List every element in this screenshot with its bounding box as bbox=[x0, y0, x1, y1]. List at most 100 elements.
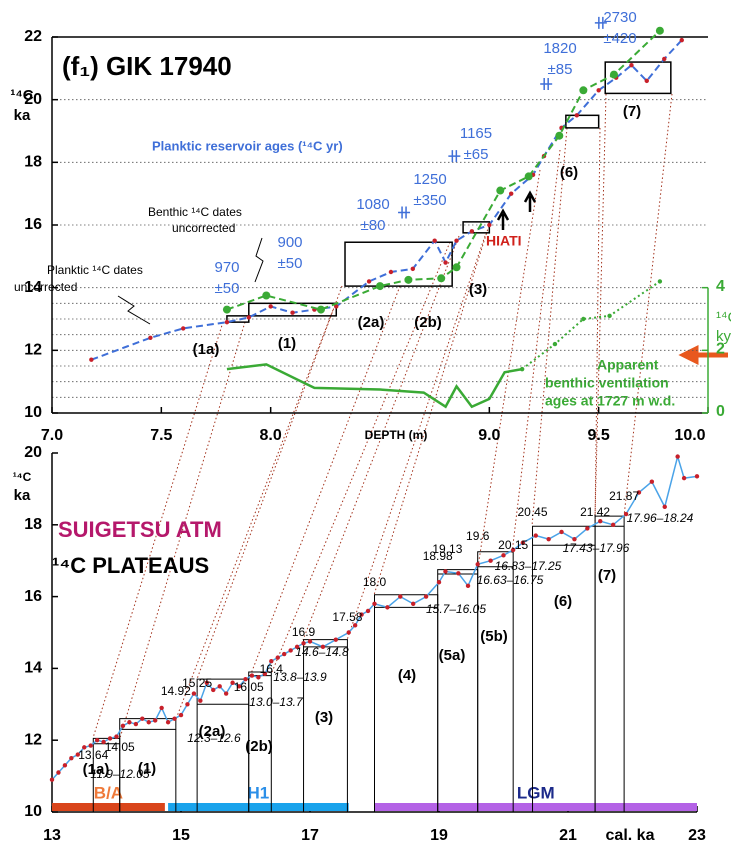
reservoir-label: 1820 bbox=[543, 40, 576, 57]
correlation-line bbox=[346, 235, 486, 641]
data-point bbox=[555, 131, 564, 140]
annotation: Benthic ¹⁴C dates bbox=[148, 205, 242, 219]
x-tick-label: 10.0 bbox=[674, 427, 705, 444]
y-tick-label: 20 bbox=[24, 444, 42, 461]
data-point bbox=[211, 687, 216, 693]
data-point bbox=[56, 770, 61, 775]
data-point bbox=[268, 304, 273, 309]
data-point bbox=[423, 594, 429, 599]
annotation: benthic ventilation bbox=[545, 375, 669, 391]
data-point bbox=[223, 691, 229, 696]
data-point bbox=[404, 275, 413, 284]
plateau-label: (5a) bbox=[439, 647, 466, 664]
plateau-range: 15.7–16.05 bbox=[426, 602, 486, 616]
data-point bbox=[559, 529, 564, 535]
data-point bbox=[89, 357, 94, 362]
data-point bbox=[475, 562, 480, 567]
y-tick-label: 22 bbox=[24, 28, 42, 45]
data-point bbox=[410, 266, 415, 272]
plateau-box bbox=[374, 594, 439, 812]
data-point bbox=[443, 569, 448, 574]
data-point bbox=[376, 282, 384, 291]
data-point bbox=[246, 315, 251, 320]
data-point bbox=[681, 475, 687, 481]
chart-title: (f₁) GIK 17940 bbox=[62, 51, 232, 81]
data-point bbox=[101, 739, 106, 745]
panel-title: ¹⁴C PLATEAUS bbox=[52, 553, 209, 578]
data-point bbox=[644, 78, 649, 84]
data-point bbox=[204, 680, 209, 685]
correlation-line bbox=[623, 93, 673, 517]
y-tick-label: 14 bbox=[24, 279, 42, 296]
data-point bbox=[140, 716, 145, 721]
x-axis-label: cal. ka bbox=[606, 827, 655, 844]
data-point bbox=[629, 62, 634, 68]
cal-age-label: 16.05 bbox=[234, 680, 264, 694]
reservoir-label: 1165 bbox=[460, 125, 492, 142]
data-point bbox=[107, 736, 113, 741]
correlation-line bbox=[92, 321, 224, 739]
plateau-label: (3) bbox=[315, 709, 333, 726]
annotation: ages at 1727 m w.d. bbox=[545, 393, 675, 409]
reservoir-label: ±80 bbox=[361, 217, 386, 234]
annotation: uncorrected bbox=[14, 280, 77, 294]
data-point bbox=[533, 533, 538, 538]
x-tick-label: 21 bbox=[559, 827, 577, 844]
data-point bbox=[217, 684, 222, 689]
plateau-label: (1) bbox=[138, 760, 156, 777]
plateau-box bbox=[594, 515, 625, 812]
hiatus-arrow bbox=[523, 190, 537, 212]
x-tick-label: 15 bbox=[172, 827, 190, 844]
cal-age-label: 14.92 bbox=[161, 684, 191, 698]
data-point bbox=[437, 274, 446, 283]
data-point bbox=[114, 734, 119, 739]
data-point bbox=[452, 263, 461, 272]
reservoir-label: 900 bbox=[277, 234, 302, 251]
data-point bbox=[366, 279, 372, 284]
data-point bbox=[454, 238, 459, 243]
x-tick-label: 9.0 bbox=[478, 427, 500, 444]
data-point bbox=[436, 580, 442, 585]
x-tick-label: 19 bbox=[430, 827, 448, 844]
reservoir-label: ±85 bbox=[548, 61, 573, 78]
data-point bbox=[610, 522, 616, 527]
data-point bbox=[675, 454, 680, 459]
level-arrow bbox=[678, 344, 728, 366]
x-tick-label: 7.0 bbox=[41, 427, 63, 444]
data-point bbox=[694, 474, 700, 479]
data-point bbox=[178, 712, 184, 718]
data-point bbox=[388, 269, 394, 275]
reservoir-label: ±420 bbox=[603, 30, 636, 47]
correlation-line bbox=[531, 127, 568, 527]
data-point bbox=[198, 698, 203, 703]
correlation-line bbox=[196, 285, 343, 680]
data-point bbox=[75, 752, 81, 757]
data-point bbox=[172, 716, 177, 721]
reservoir-label: 970 bbox=[214, 259, 239, 276]
data-line bbox=[521, 280, 661, 370]
y-tick-label: 16 bbox=[24, 216, 42, 233]
data-point bbox=[510, 547, 516, 553]
plateau-label: (5b) bbox=[480, 628, 508, 645]
reservoir-marker bbox=[398, 206, 411, 219]
cal-age-label: 16.4 bbox=[260, 662, 284, 676]
plateau-box bbox=[303, 639, 348, 812]
data-point bbox=[148, 335, 153, 340]
data-point bbox=[269, 659, 274, 664]
data-point bbox=[501, 553, 506, 558]
y2-axis-label: ky bbox=[716, 328, 731, 345]
data-point bbox=[346, 630, 351, 635]
reservoir-label: 2730 bbox=[603, 9, 636, 26]
data-point bbox=[127, 720, 132, 725]
x-tick-label: 23 bbox=[688, 827, 706, 844]
data-point bbox=[49, 777, 55, 782]
data-point bbox=[301, 641, 306, 646]
data-point bbox=[243, 676, 248, 682]
data-point bbox=[552, 341, 558, 347]
data-point bbox=[488, 558, 493, 563]
plateau-range: 13.8–13.9 bbox=[273, 670, 327, 684]
y-tick-label: 12 bbox=[24, 731, 42, 748]
y-axis-label: ¹⁴C bbox=[13, 470, 32, 484]
plateau-label: (2b) bbox=[245, 738, 273, 755]
data-line bbox=[226, 363, 523, 409]
